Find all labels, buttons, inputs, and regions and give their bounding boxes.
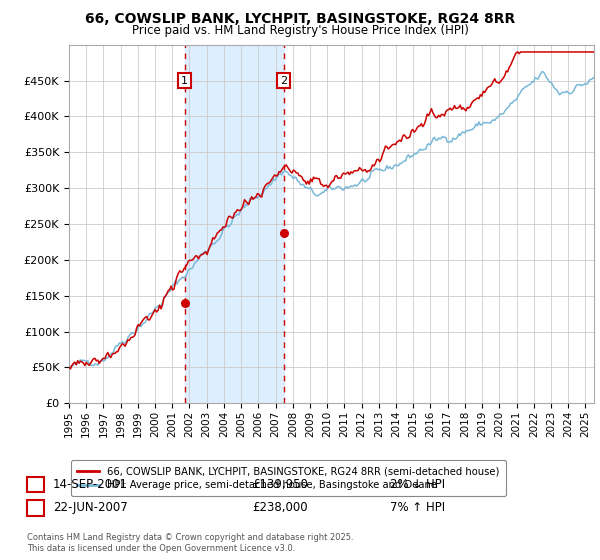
- Text: 2% ↓ HPI: 2% ↓ HPI: [390, 478, 445, 491]
- Text: 2: 2: [280, 76, 287, 86]
- Text: 2: 2: [31, 501, 40, 515]
- Text: 7% ↑ HPI: 7% ↑ HPI: [390, 501, 445, 515]
- Text: 22-JUN-2007: 22-JUN-2007: [53, 501, 128, 515]
- Text: Price paid vs. HM Land Registry's House Price Index (HPI): Price paid vs. HM Land Registry's House …: [131, 24, 469, 36]
- Text: £238,000: £238,000: [252, 501, 308, 515]
- Text: Contains HM Land Registry data © Crown copyright and database right 2025.
This d: Contains HM Land Registry data © Crown c…: [27, 533, 353, 553]
- Bar: [185, 45, 284, 403]
- Text: 66, COWSLIP BANK, LYCHPIT, BASINGSTOKE, RG24 8RR: 66, COWSLIP BANK, LYCHPIT, BASINGSTOKE, …: [85, 12, 515, 26]
- Legend: 66, COWSLIP BANK, LYCHPIT, BASINGSTOKE, RG24 8RR (semi-detached house), HPI: Ave: 66, COWSLIP BANK, LYCHPIT, BASINGSTOKE, …: [71, 460, 506, 496]
- Text: 1: 1: [31, 478, 40, 491]
- Text: £139,950: £139,950: [252, 478, 308, 491]
- Text: 14-SEP-2001: 14-SEP-2001: [53, 478, 128, 491]
- Text: 1: 1: [181, 76, 188, 86]
